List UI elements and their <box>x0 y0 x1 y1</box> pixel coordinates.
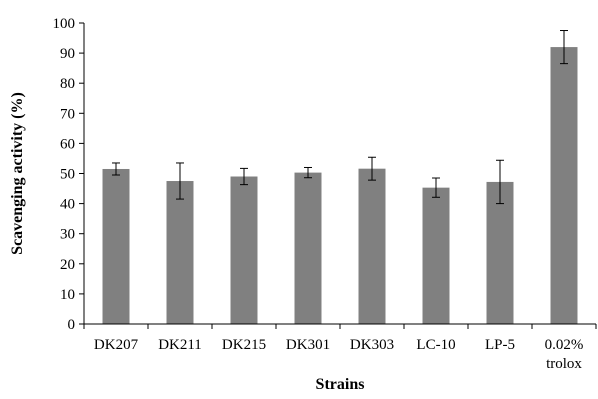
y-tick-label: 10 <box>60 287 75 303</box>
x-tick-label: 0.02% trolox <box>545 337 584 372</box>
y-axis-ticks: 0 10 20 30 40 50 60 70 80 90 100 <box>53 16 597 333</box>
bar <box>422 187 450 324</box>
y-tick-label: 60 <box>60 136 75 152</box>
y-tick-label: 30 <box>60 227 75 243</box>
x-tick-label: LC-10 <box>416 337 455 353</box>
bar <box>294 172 322 324</box>
x-tick-label: DK207 <box>94 337 139 353</box>
x-tick-label: DK215 <box>222 337 266 353</box>
x-tick-label: DK301 <box>286 337 330 353</box>
x-axis-title: Strains <box>316 376 365 393</box>
bar <box>358 168 386 324</box>
y-tick-label: 70 <box>60 106 75 122</box>
y-tick-label: 90 <box>60 46 75 62</box>
y-tick-label: 100 <box>53 16 76 32</box>
bar <box>550 47 578 325</box>
y-tick-label: 0 <box>68 317 76 333</box>
error-bars <box>112 30 568 205</box>
bar <box>166 181 194 324</box>
x-axis-category-labels: DK207 DK211 DK215 DK301 DK303 LC-10 LP-5 0.02% t… <box>94 337 583 372</box>
bars <box>102 47 578 325</box>
bar <box>230 176 258 324</box>
bar <box>486 181 514 324</box>
y-tick-label: 20 <box>60 257 75 273</box>
x-tick-label: LP-5 <box>485 337 515 353</box>
y-tick-label: 40 <box>60 197 75 213</box>
y-axis-title: Scavenging activity (%) <box>9 92 26 255</box>
bar <box>102 168 130 324</box>
y-tick-label: 50 <box>60 167 75 183</box>
y-tick-label: 80 <box>60 76 75 92</box>
x-tick-label: DK303 <box>350 337 394 353</box>
x-tick-label: DK211 <box>158 337 202 353</box>
